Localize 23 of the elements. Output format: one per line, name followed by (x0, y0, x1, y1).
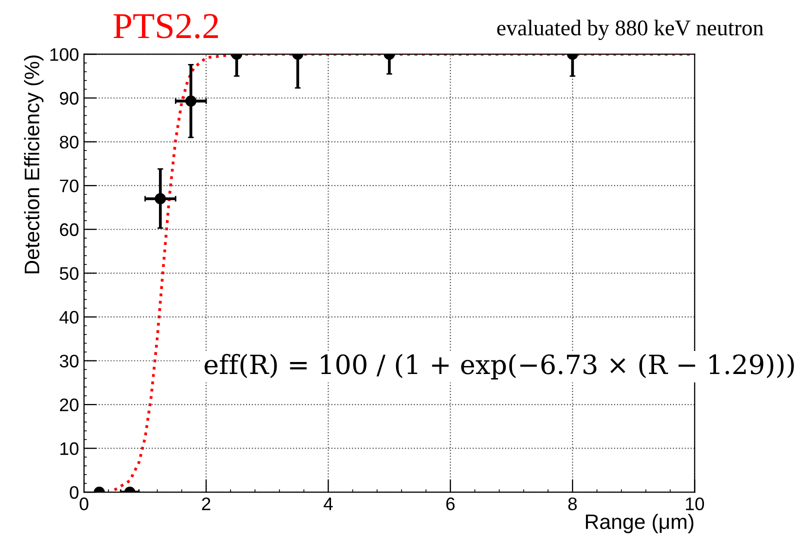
y-tick-label: 50 (60, 267, 78, 280)
y-tick-label: 80 (60, 136, 78, 149)
chart-subtitle: evaluated by 880 keV neutron (497, 20, 764, 40)
x-tick-label: 4 (324, 498, 333, 510)
chart-title: PTS2.2 (114, 14, 218, 38)
y-tick-label: 10 (60, 442, 78, 456)
annotation: eff(R) = 100 / (1 + exp(−6.73 × (R − 1.29))) (204, 354, 794, 380)
y-tick-label: 70 (60, 180, 78, 192)
y-tick-label: 60 (60, 223, 78, 236)
y-tick-label: 30 (60, 354, 78, 368)
y-tick-label: 100 (50, 48, 78, 61)
x-axis-title: Range (μm) (586, 514, 694, 534)
y-axis-title: Detection Efficiency (%) (24, 55, 44, 274)
y-tick-label: 90 (60, 92, 78, 105)
x-tick-label: 2 (202, 497, 210, 510)
x-tick-label: 6 (446, 497, 455, 510)
y-tick-label: 20 (60, 398, 78, 412)
x-tick-label: 0 (80, 497, 88, 510)
x-tick-label: 8 (568, 497, 577, 510)
y-tick-label: 40 (59, 310, 78, 324)
point (154, 193, 166, 204)
x-tick-label: 10 (686, 497, 704, 510)
y-tick-label: 0 (70, 486, 78, 499)
